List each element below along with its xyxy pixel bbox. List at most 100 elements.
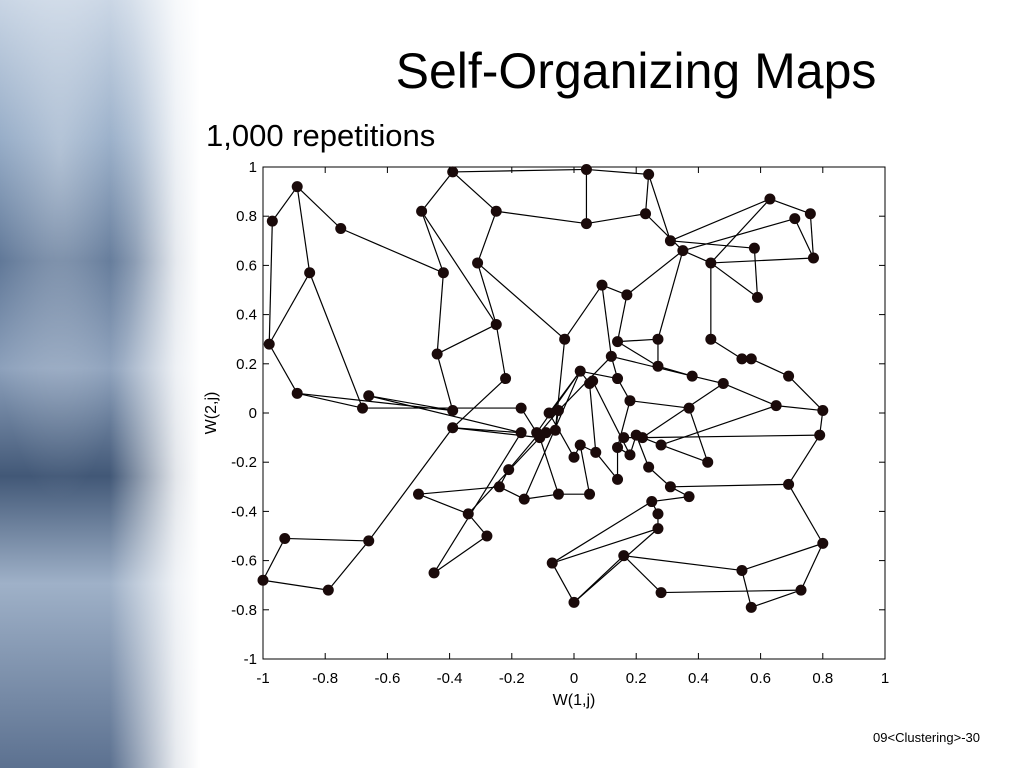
neuron-point [447,422,459,434]
neuron-point [322,584,334,596]
neuron-point [686,370,698,382]
neuron-point [795,584,807,596]
neuron-point [655,587,667,599]
map-edge [657,250,684,340]
map-edge [682,218,795,252]
map-edge [617,338,659,343]
neuron-point [717,377,729,389]
neuron-point [683,402,695,414]
map-edge [661,589,802,594]
map-edge [788,434,821,485]
map-edge [418,493,469,515]
map-edge [452,168,587,173]
nodes-layer [257,163,829,613]
neuron-point [500,373,512,385]
x-tick-label: 0.8 [812,670,833,687]
neuron-point [437,267,449,279]
map-edge [601,285,612,357]
map-edge [467,437,541,515]
neuron-point [304,267,316,279]
neuron-point [590,446,602,458]
neuron-point [652,523,664,535]
map-edge [309,272,364,409]
map-edge [642,382,724,439]
map-edge [788,375,824,411]
y-tick-label: -0.2 [231,454,257,471]
map-edge [433,432,522,574]
neuron-point [335,223,347,234]
map-edge [421,171,454,212]
y-tick-label: -0.6 [231,553,257,570]
map-edge [436,323,497,355]
map-edge [670,198,771,242]
map-edge [586,168,649,175]
map-edge [788,484,824,544]
map-edge [586,213,646,225]
neuron-point [624,449,636,461]
neuron-point [652,333,664,345]
map-edge [477,262,497,325]
map-edge [418,486,500,495]
neuron-point [630,429,642,441]
map-edge [564,284,603,340]
neuron-point [428,567,440,579]
neuron-point [817,405,829,417]
neuron-point [257,574,269,586]
x-tick-label: 0 [570,670,578,687]
map-edge [588,383,597,453]
map-edge [710,198,771,264]
neuron-point [817,537,829,549]
map-edge [539,437,560,495]
y-tick-label: -0.4 [231,503,257,520]
map-edge [723,382,777,407]
x-tick-label: -0.4 [437,670,463,687]
neuron-point [783,478,795,490]
neuron-point [279,532,291,544]
map-edge [421,211,444,273]
neuron-point [490,205,502,217]
y-tick-label: 0.8 [236,208,257,225]
neuron-point [807,252,819,264]
neuron-point [745,601,757,613]
map-edge [536,370,581,434]
map-edge [268,343,298,394]
map-edge [477,262,566,340]
map-edge [794,218,815,259]
map-edge [368,395,522,434]
neuron-point [751,291,763,303]
neuron-point [814,429,826,441]
neuron-point [643,168,655,180]
map-edge [623,555,662,594]
neuron-point [531,427,543,439]
map-edge [496,210,587,225]
y-tick-label: 1 [249,159,257,176]
map-edge [751,589,802,608]
map-edge [433,535,488,574]
neuron-point [568,596,580,608]
map-edge [552,528,659,564]
y-tick-label: -0.8 [231,602,257,619]
map-edge [741,570,752,608]
map-edge [776,405,823,412]
map-edge [644,174,650,214]
neuron-point [618,550,630,562]
map-edge [297,392,363,409]
neuron-point [748,242,760,254]
neuron-point [266,215,278,227]
neuron-point [770,400,782,412]
map-edge [751,358,789,377]
neuron-point [552,405,564,417]
neuron-point [559,333,571,345]
neuron-point [804,208,816,220]
map-edge [579,444,591,495]
neuron-point [503,464,515,476]
neuron-point [291,181,303,193]
neuron-point [447,166,459,178]
x-tick-label: -0.6 [374,670,400,687]
neuron-point [764,193,776,205]
map-edge [284,537,369,542]
x-tick-label: 0.6 [750,670,771,687]
map-edge [580,370,618,380]
neuron-point [574,365,586,377]
